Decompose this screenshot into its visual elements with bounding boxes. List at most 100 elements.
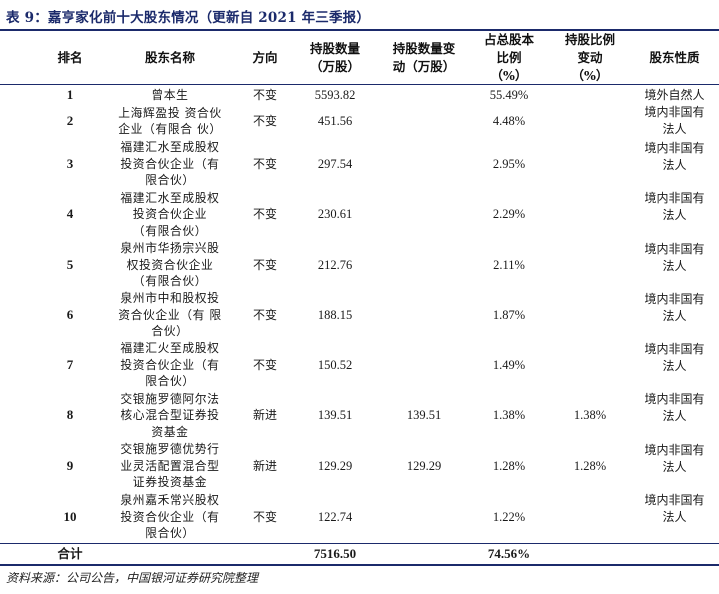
shareholder-name-cell: 曾本生 — [151, 87, 189, 102]
ratio-change-cell — [550, 103, 630, 139]
ratio-cell: 2.11% — [493, 257, 525, 272]
direction-cell: 新进 — [252, 458, 277, 473]
shares-change-cell: 139.51 — [406, 408, 442, 423]
shares-change-cell — [380, 290, 468, 340]
shareholder-name-cell: 福建汇火至成股权 投资合伙企业（有 限合伙） — [120, 341, 220, 389]
direction-cell: 不变 — [252, 307, 277, 322]
ratio-cell: 4.48% — [492, 113, 526, 128]
direction-cell: 不变 — [252, 87, 277, 102]
shares-change-cell — [380, 240, 468, 290]
rank-cell: 4 — [66, 206, 74, 222]
shareholder-type-cell: 境内非国有 法人 — [644, 342, 705, 373]
shares-cell: 139.51 — [317, 408, 353, 423]
shareholder-name-cell: 泉州市华扬宗兴股 权投资合伙企业 （有限合伙） — [120, 241, 220, 289]
top-rule — [0, 29, 719, 31]
ratio-change-cell — [550, 340, 630, 390]
shares-cell: 230.61 — [317, 207, 353, 222]
header-text: （%） — [571, 67, 609, 83]
header-text: 动（万股） — [392, 58, 456, 74]
header-text: 变动 — [577, 49, 603, 65]
ratio-cell: 1.28% — [492, 458, 526, 473]
shares-change-cell — [380, 103, 468, 139]
shareholder-name-cell: 交银施罗德优势行 业灵活配置混合型 证券投资基金 — [120, 442, 220, 490]
direction-cell: 不变 — [252, 357, 277, 372]
header-shares: 持股数量 （万股） — [290, 31, 380, 84]
direction-cell: 不变 — [252, 113, 277, 128]
ratio-change-cell: 1.38% — [573, 408, 607, 423]
shares-cell: 451.56 — [317, 113, 353, 128]
header-nature: 股东性质 — [630, 31, 719, 84]
shares-change-cell — [380, 189, 468, 240]
shareholder-name-cell: 泉州嘉禾常兴股权 投资合伙企业（有 限合伙） — [120, 493, 220, 541]
ratio-cell: 1.87% — [492, 307, 526, 322]
rank-cell: 1 — [66, 86, 74, 102]
header-text: 股东性质 — [649, 49, 700, 65]
header-text: 持股比例 — [564, 31, 615, 47]
shareholder-name-cell: 交银施罗德阿尔法 核心混合型证券投 资基金 — [120, 391, 220, 439]
header-text: （万股） — [309, 58, 360, 74]
rank-cell: 6 — [66, 306, 74, 322]
total-ratio: 74.56% — [487, 545, 531, 561]
header-text: 排名 — [57, 49, 83, 65]
shares-cell: 129.29 — [317, 458, 353, 473]
shareholder-type-cell: 境内非国有 法人 — [644, 242, 705, 273]
header-text: 方向 — [252, 49, 278, 65]
ratio-cell: 1.38% — [492, 408, 526, 423]
header-direction: 方向 — [240, 31, 290, 84]
source-note: 资料来源：公司公告，中国银河证券研究院整理 — [6, 571, 259, 585]
shares-cell: 150.52 — [317, 357, 353, 372]
ratio-cell: 1.49% — [492, 357, 526, 372]
rank-cell: 10 — [63, 508, 77, 524]
total-label: 合计 — [57, 545, 83, 561]
shareholder-name-cell: 泉州市中和股权投 资合伙企业（有 限合伙） — [118, 291, 222, 339]
header-text: 股东名称 — [144, 49, 195, 65]
shareholder-type-cell: 境内非国有 法人 — [644, 292, 705, 323]
shares-change-cell: 129.29 — [406, 458, 442, 473]
shareholder-name-cell: 上海辉盈投 资合伙 企业（有限合 伙） — [118, 105, 222, 137]
shareholder-type-cell: 境内非国有 法人 — [644, 191, 705, 222]
rank-cell: 3 — [66, 155, 74, 171]
header-ratio-change: 持股比例变动 （%） — [550, 31, 630, 84]
rank-cell: 9 — [66, 457, 74, 473]
shares-cell: 212.76 — [317, 257, 353, 272]
header-text: 占总股本 — [483, 31, 534, 47]
shareholder-type-cell: 境内非国有 法人 — [644, 105, 705, 136]
shareholder-type-cell: 境内非国有 法人 — [644, 443, 705, 474]
ratio-cell: 55.49% — [489, 87, 529, 102]
direction-cell: 不变 — [252, 257, 277, 272]
header-name: 股东名称 — [100, 31, 240, 84]
shares-cell: 297.54 — [317, 156, 353, 171]
ratio-change-cell — [550, 240, 630, 290]
ratio-change-cell — [550, 189, 630, 240]
rank-cell: 8 — [66, 407, 74, 423]
header-text: 持股数量 — [309, 40, 360, 56]
ratio-cell: 2.95% — [492, 156, 526, 171]
rank-cell: 5 — [66, 256, 74, 272]
direction-cell: 不变 — [252, 207, 277, 222]
shares-change-cell — [380, 491, 468, 543]
header-rule — [0, 84, 719, 85]
header-change: 持股数量变动（万股） — [380, 31, 468, 84]
shares-cell: 188.15 — [317, 307, 353, 322]
ratio-cell: 2.29% — [492, 207, 526, 222]
shareholder-type-cell: 境内非国有 法人 — [644, 493, 705, 524]
total-rule — [0, 543, 719, 544]
bottom-rule — [0, 564, 719, 566]
ratio-cell: 1.22% — [492, 509, 526, 524]
ratio-change-cell — [550, 491, 630, 543]
direction-cell: 不变 — [252, 509, 277, 524]
rank-cell: 2 — [66, 112, 74, 128]
total-shares: 7516.50 — [313, 545, 357, 561]
header-text: 持股数量变 — [392, 40, 456, 56]
shares-change-cell — [380, 139, 468, 189]
shares-cell: 122.74 — [317, 509, 353, 524]
ratio-change-cell — [550, 139, 630, 189]
shareholder-name-cell: 福建汇水至成股权投资合伙企业（有限合伙） — [120, 190, 220, 238]
shares-change-cell — [380, 340, 468, 390]
header-text: 比例 — [496, 49, 522, 65]
shareholder-type-cell: 境内非国有 法人 — [644, 141, 705, 172]
shares-cell: 5593.82 — [314, 87, 356, 102]
header-text: （%） — [490, 67, 528, 83]
shareholder-type-cell: 境内非国有 法人 — [644, 392, 705, 423]
rank-cell: 7 — [66, 356, 74, 372]
